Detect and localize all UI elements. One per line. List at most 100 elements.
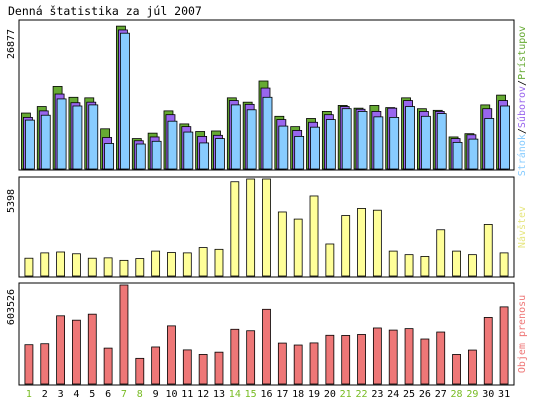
x-tick-label-25: 25 xyxy=(403,389,415,400)
x-tick-label-18: 18 xyxy=(292,389,304,400)
bar-stranok-day-7 xyxy=(120,32,130,170)
bar-objem-day-29 xyxy=(468,349,477,385)
bar-navstev-day-27 xyxy=(436,229,446,277)
bar-stranok-day-23 xyxy=(373,116,384,170)
bar-navstev-day-22 xyxy=(357,208,366,277)
x-tick-label-23: 23 xyxy=(371,389,383,400)
bar-navstev-day-5 xyxy=(87,257,97,277)
bar-navstev-day-15 xyxy=(246,178,256,277)
legend-part-0: Stránok xyxy=(516,134,528,176)
x-tick-label-6: 6 xyxy=(105,389,111,400)
x-tick-label-17: 17 xyxy=(276,389,288,400)
bar-stranok-day-4 xyxy=(72,105,83,170)
bar-objem-day-15 xyxy=(246,330,256,385)
bar-navstev-day-24 xyxy=(388,250,398,277)
bar-objem-day-20 xyxy=(325,334,335,385)
bar-objem-day-6 xyxy=(103,347,113,385)
bar-stranok-day-3 xyxy=(56,98,67,170)
bar-navstev-day-21 xyxy=(341,215,351,277)
bar-stranok-day-1 xyxy=(25,119,35,170)
bar-stranok-day-5 xyxy=(88,104,99,170)
legend-part-4: Prístupov xyxy=(516,26,528,80)
bar-objem-day-28 xyxy=(452,354,461,385)
x-tick-label-24: 24 xyxy=(387,389,399,400)
bar-navstev-day-2 xyxy=(40,252,50,277)
bar-navstev-day-20 xyxy=(325,243,335,277)
chart-panels: 26877Stránok/Súborov/Prístupov5398Návšte… xyxy=(6,19,528,400)
bar-stranok-day-28 xyxy=(452,141,463,170)
bar-navstev-day-10 xyxy=(167,252,176,277)
bar-stranok-day-30 xyxy=(484,118,495,170)
x-tick-label-10: 10 xyxy=(165,389,177,400)
x-tick-label-8: 8 xyxy=(137,389,143,400)
bar-objem-day-18 xyxy=(293,344,303,385)
legend-part-3: / xyxy=(517,80,528,86)
bar-stranok-day-27 xyxy=(436,113,447,170)
bar-stranok-day-2 xyxy=(40,114,51,170)
bar-navstev-day-28 xyxy=(452,250,461,277)
bar-stranok-day-29 xyxy=(468,138,479,170)
bar-objem-day-24 xyxy=(388,329,398,385)
bar-objem-day-13 xyxy=(214,351,224,385)
bar-stranok-day-22 xyxy=(357,111,368,170)
bottom-panel: 603526 Objem prenosu xyxy=(6,282,528,386)
bar-stranok-day-10 xyxy=(167,120,178,170)
x-tick-label-30: 30 xyxy=(482,389,494,400)
bar-navstev-day-3 xyxy=(56,251,65,277)
x-tick-label-16: 16 xyxy=(260,389,272,400)
top-panel-ymax-label: 26877 xyxy=(6,29,17,59)
x-tick-label-28: 28 xyxy=(451,389,463,400)
bar-objem-day-9 xyxy=(151,346,161,385)
bar-navstev-day-9 xyxy=(151,250,161,277)
bar-navstev-day-31 xyxy=(499,252,509,277)
x-tick-label-21: 21 xyxy=(340,389,352,400)
bar-objem-day-21 xyxy=(341,335,351,385)
bar-navstev-day-29 xyxy=(468,254,477,277)
x-tick-label-19: 19 xyxy=(308,389,320,400)
bar-navstev-day-25 xyxy=(404,254,414,277)
x-tick-label-22: 22 xyxy=(356,389,368,400)
bottom-panel-legend: Objem prenosu xyxy=(517,295,528,373)
bar-stranok-day-19 xyxy=(310,126,320,170)
bar-stranok-day-21 xyxy=(341,108,352,170)
bar-navstev-day-17 xyxy=(277,211,287,277)
middle-panel: 5398 Návštev xyxy=(6,176,528,278)
bar-navstev-day-26 xyxy=(420,256,430,277)
x-tick-label-12: 12 xyxy=(197,389,209,400)
x-tick-label-14: 14 xyxy=(229,389,241,400)
bar-objem-day-22 xyxy=(357,334,366,385)
x-tick-label-11: 11 xyxy=(181,389,193,400)
bar-objem-day-26 xyxy=(420,338,430,385)
bar-stranok-day-24 xyxy=(389,116,400,170)
bar-objem-day-31 xyxy=(499,306,509,385)
bar-objem-day-14 xyxy=(230,328,240,385)
bar-objem-day-1 xyxy=(24,344,34,385)
bar-objem-day-11 xyxy=(182,349,192,385)
bar-objem-day-25 xyxy=(404,328,414,385)
bar-navstev-day-11 xyxy=(182,252,192,277)
bar-stranok-day-26 xyxy=(420,115,431,170)
bar-stranok-day-8 xyxy=(135,143,146,170)
x-tick-label-31: 31 xyxy=(498,389,510,400)
bar-navstev-day-14 xyxy=(230,181,240,277)
bar-objem-day-16 xyxy=(262,308,271,385)
bar-objem-day-23 xyxy=(372,327,382,385)
bar-objem-day-4 xyxy=(72,319,81,385)
bar-objem-day-17 xyxy=(277,342,287,385)
bar-stranok-day-9 xyxy=(151,140,162,170)
x-tick-label-13: 13 xyxy=(213,389,225,400)
middle-panel-legend: Návštev xyxy=(516,206,528,248)
x-tick-label-2: 2 xyxy=(42,389,48,400)
bar-stranok-day-13 xyxy=(215,138,225,170)
bar-stranok-day-14 xyxy=(230,104,241,170)
bar-objem-day-7 xyxy=(119,284,129,385)
bar-objem-day-2 xyxy=(40,343,50,385)
bar-stranok-day-17 xyxy=(278,125,289,170)
bar-stranok-day-12 xyxy=(199,142,210,170)
x-tick-label-7: 7 xyxy=(121,389,127,400)
bar-stranok-day-16 xyxy=(262,96,273,170)
chart-title: Denná štatistika za júl 2007 xyxy=(8,4,202,18)
legend-part-2: Súborov xyxy=(516,86,528,128)
